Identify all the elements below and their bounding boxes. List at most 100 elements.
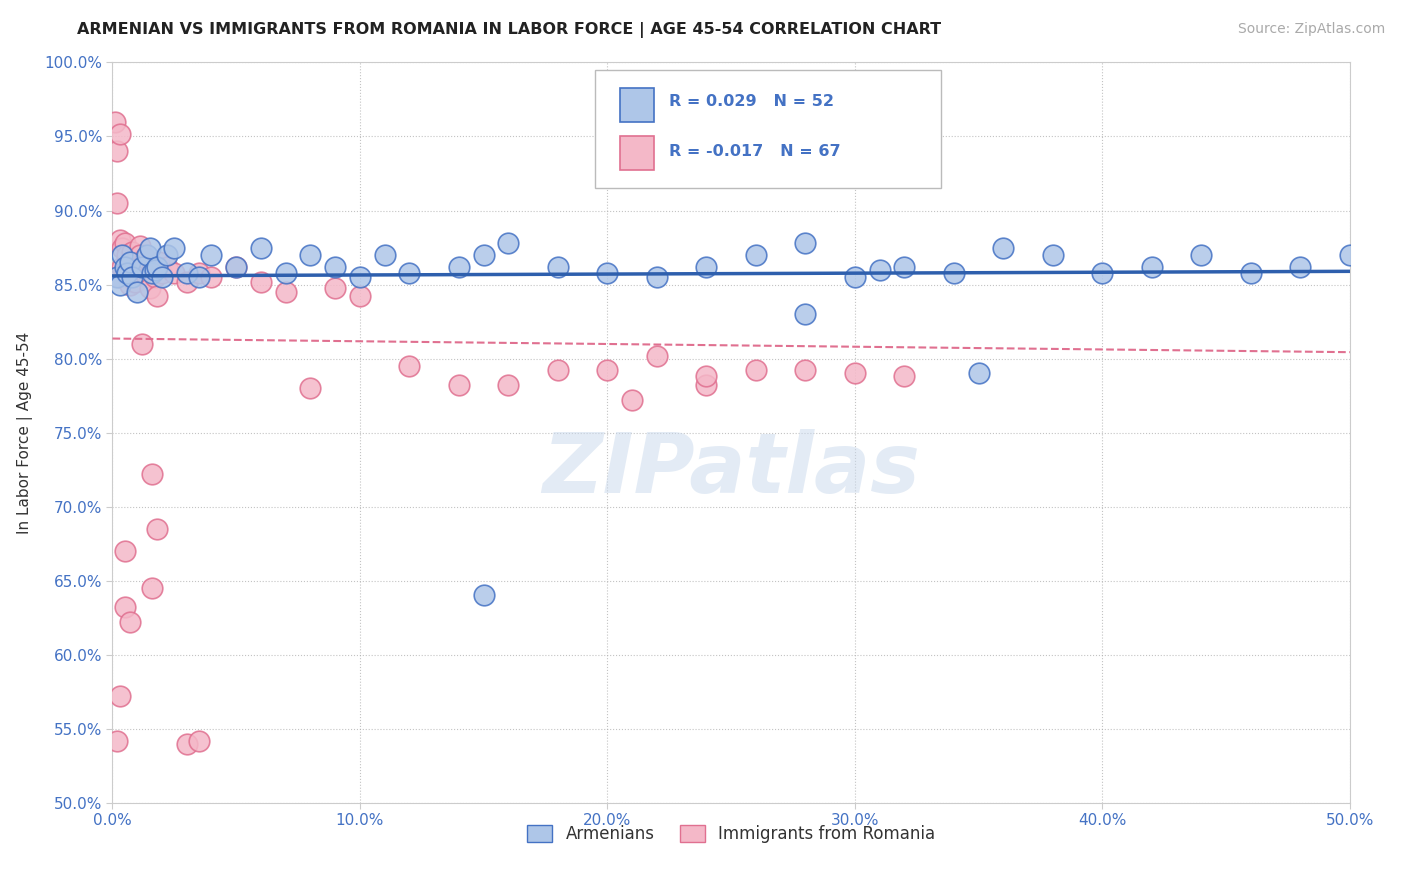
- Point: [794, 236, 817, 251]
- Point: [127, 260, 149, 274]
- Point: [108, 277, 131, 292]
- Point: [1289, 260, 1312, 274]
- Point: [844, 367, 866, 381]
- Point: [200, 248, 222, 262]
- Point: [111, 241, 134, 255]
- Point: [200, 270, 222, 285]
- Point: [869, 262, 891, 277]
- Point: [498, 378, 520, 392]
- Point: [225, 260, 247, 274]
- Point: [349, 270, 371, 285]
- Point: [967, 367, 990, 381]
- Point: [117, 266, 139, 280]
- Point: [188, 270, 211, 285]
- Point: [1240, 266, 1263, 280]
- Point: [146, 289, 169, 303]
- Point: [131, 262, 153, 277]
- Point: [942, 266, 965, 280]
- Point: [745, 248, 768, 262]
- Point: [274, 266, 297, 280]
- Point: [323, 280, 346, 294]
- Point: [893, 369, 915, 384]
- Point: [127, 266, 149, 280]
- Point: [107, 733, 129, 747]
- Point: [323, 260, 346, 274]
- Point: [156, 260, 179, 274]
- Point: [596, 266, 619, 280]
- Point: [621, 392, 644, 407]
- Point: [794, 363, 817, 377]
- Text: R = -0.017   N = 67: R = -0.017 N = 67: [669, 144, 841, 159]
- Point: [645, 349, 668, 363]
- Point: [1042, 248, 1064, 262]
- Point: [150, 266, 173, 280]
- Point: [274, 285, 297, 299]
- Point: [108, 689, 131, 703]
- Point: [176, 275, 198, 289]
- Point: [143, 270, 166, 285]
- Point: [472, 589, 495, 603]
- Point: [114, 260, 136, 274]
- Point: [118, 277, 141, 292]
- Point: [1140, 260, 1163, 274]
- Point: [163, 266, 186, 280]
- Point: [844, 270, 866, 285]
- Point: [128, 239, 150, 253]
- Point: [447, 260, 470, 274]
- Point: [127, 285, 149, 299]
- Text: R = 0.029   N = 52: R = 0.029 N = 52: [669, 95, 834, 109]
- Point: [121, 266, 143, 280]
- Point: [104, 114, 127, 128]
- Point: [498, 236, 520, 251]
- Point: [176, 737, 198, 751]
- Point: [993, 241, 1015, 255]
- Point: [107, 145, 129, 159]
- Point: [156, 248, 179, 262]
- Point: [1339, 248, 1361, 262]
- Point: [124, 255, 146, 269]
- Point: [107, 196, 129, 211]
- Point: [111, 260, 134, 274]
- Point: [141, 581, 163, 595]
- Point: [118, 260, 141, 274]
- Point: [138, 280, 160, 294]
- Point: [447, 378, 470, 392]
- Point: [695, 378, 717, 392]
- Point: [1091, 266, 1114, 280]
- Point: [134, 251, 156, 265]
- FancyBboxPatch shape: [595, 70, 942, 188]
- Point: [138, 241, 160, 255]
- Point: [225, 260, 247, 274]
- Point: [143, 262, 166, 277]
- Point: [117, 248, 139, 262]
- Text: ZIPatlas: ZIPatlas: [543, 429, 920, 510]
- Point: [136, 248, 159, 262]
- Bar: [620, 88, 654, 121]
- Point: [150, 270, 173, 285]
- Point: [114, 236, 136, 251]
- Point: [107, 270, 129, 285]
- Point: [111, 248, 134, 262]
- Point: [141, 266, 163, 280]
- Point: [136, 270, 159, 285]
- Point: [121, 244, 143, 259]
- Point: [114, 544, 136, 558]
- Point: [188, 266, 211, 280]
- Point: [695, 260, 717, 274]
- Point: [163, 241, 186, 255]
- Point: [108, 127, 131, 141]
- Point: [547, 260, 569, 274]
- Point: [146, 522, 169, 536]
- Point: [745, 363, 768, 377]
- Point: [398, 266, 420, 280]
- Legend: Armenians, Immigrants from Romania: Armenians, Immigrants from Romania: [520, 819, 942, 850]
- Point: [250, 241, 273, 255]
- Point: [374, 248, 396, 262]
- Point: [108, 270, 131, 285]
- Point: [472, 248, 495, 262]
- Point: [114, 262, 136, 277]
- Point: [349, 289, 371, 303]
- Bar: [620, 136, 654, 169]
- Point: [108, 233, 131, 247]
- Point: [124, 275, 146, 289]
